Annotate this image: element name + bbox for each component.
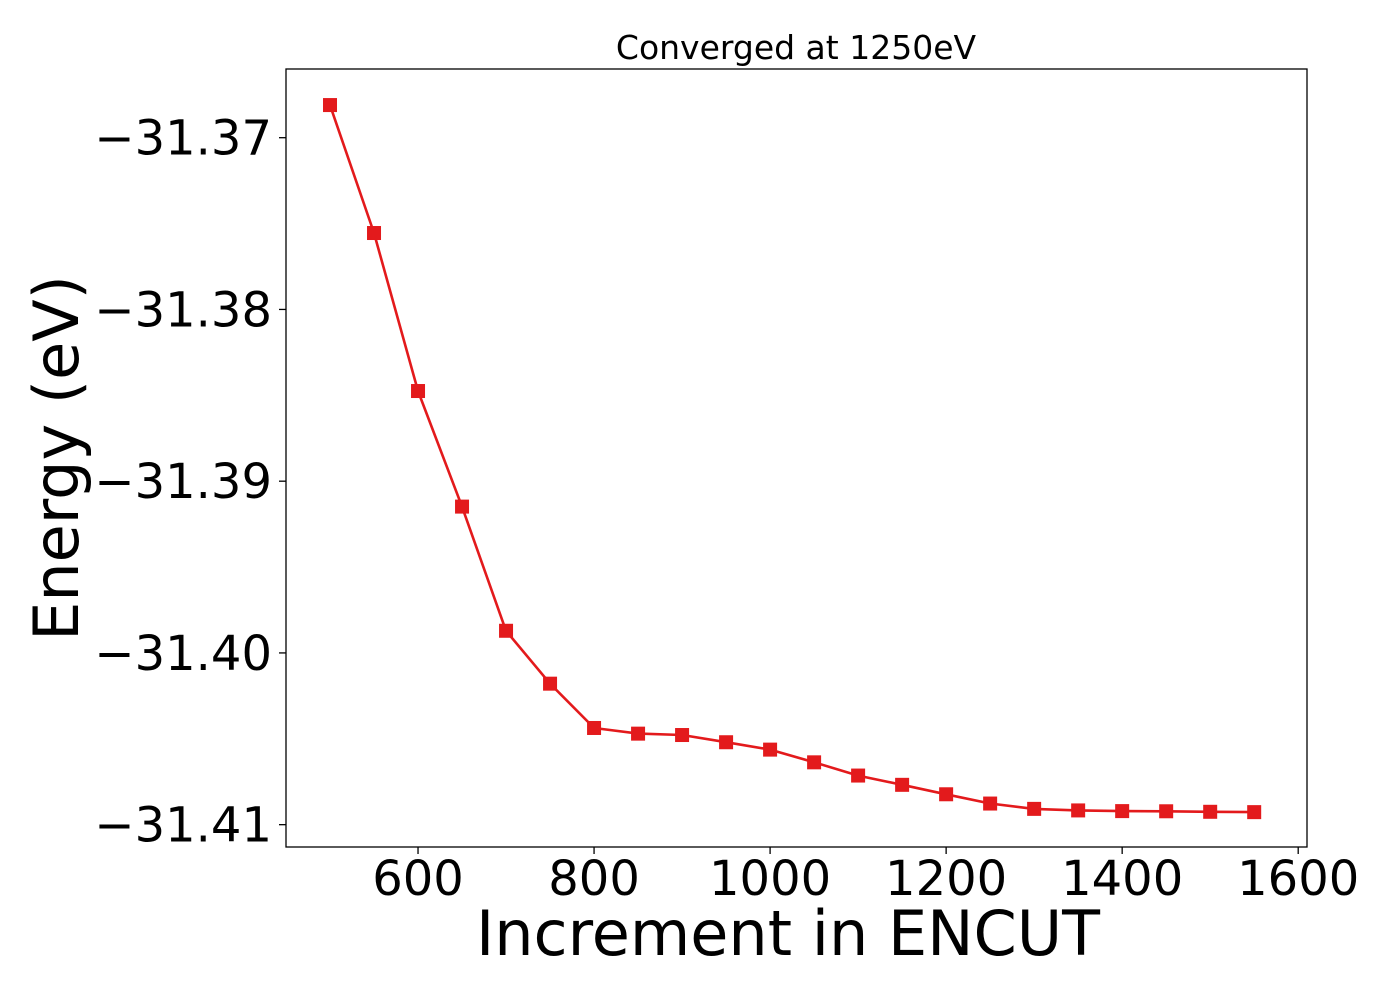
data-point [1247, 805, 1262, 820]
data-point [367, 226, 382, 241]
y-tick-label: −31.39 [94, 454, 272, 510]
data-point [631, 726, 646, 741]
data-point [763, 742, 778, 757]
data-point [1159, 804, 1174, 819]
y-tick-label: −31.41 [94, 798, 272, 854]
data-point [983, 796, 998, 811]
x-tick-label: 1600 [1237, 851, 1359, 907]
y-tick-label: −31.38 [94, 282, 272, 338]
x-axis: 600 800 1000 1200 1400 1600 [372, 847, 1359, 907]
data-point [895, 777, 910, 792]
x-tick-label: 600 [372, 851, 464, 907]
x-tick-label: 1400 [1061, 851, 1183, 907]
data-point [587, 720, 602, 735]
series-line [328, 104, 1255, 814]
y-tick-label: −31.40 [94, 626, 272, 682]
y-axis: −31.37 −31.38 −31.39 −31.40 −31.41 [94, 111, 286, 854]
data-point [455, 499, 470, 514]
x-tick-label: 1200 [885, 851, 1007, 907]
plot-area [323, 98, 1262, 820]
data-point [1071, 803, 1086, 818]
data-point [1203, 804, 1218, 819]
chart-title: Converged at 1250eV [616, 28, 977, 67]
data-point [675, 728, 690, 743]
axes-frame [285, 68, 1308, 848]
data-point [543, 676, 558, 691]
data-point [1027, 801, 1042, 816]
data-point [939, 787, 954, 802]
data-point [411, 384, 426, 399]
data-point [499, 623, 514, 638]
data-point [851, 768, 866, 783]
y-axis-label: Energy (eV) [20, 275, 93, 641]
data-point [719, 735, 734, 750]
data-point [807, 755, 822, 770]
y-tick-label: −31.37 [94, 111, 272, 167]
x-tick-label: 1000 [709, 851, 831, 907]
x-tick-label: 800 [548, 851, 640, 907]
data-point [1115, 804, 1130, 819]
data-point [323, 98, 338, 113]
x-axis-label: Increment in ENCUT [476, 897, 1101, 970]
